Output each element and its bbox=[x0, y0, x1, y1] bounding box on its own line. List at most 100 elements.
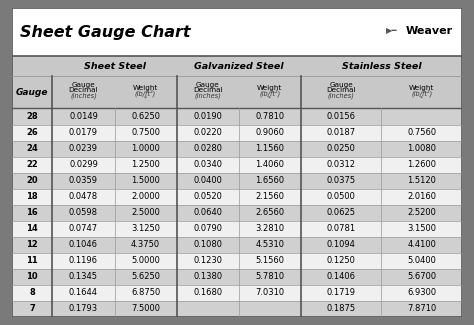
FancyBboxPatch shape bbox=[12, 301, 462, 317]
Text: Weaver: Weaver bbox=[406, 25, 453, 35]
Text: 0.1644: 0.1644 bbox=[69, 288, 98, 297]
Text: 0.0156: 0.0156 bbox=[327, 112, 356, 121]
Text: 5.0400: 5.0400 bbox=[407, 256, 436, 265]
FancyBboxPatch shape bbox=[12, 109, 462, 124]
Text: 4.5310: 4.5310 bbox=[255, 240, 284, 249]
FancyBboxPatch shape bbox=[12, 269, 462, 285]
Text: 2.0000: 2.0000 bbox=[131, 192, 160, 201]
Text: 0.7500: 0.7500 bbox=[131, 128, 160, 137]
FancyBboxPatch shape bbox=[12, 221, 462, 237]
Text: 24: 24 bbox=[26, 144, 38, 153]
Text: 22: 22 bbox=[26, 160, 38, 169]
Text: 16: 16 bbox=[26, 208, 38, 217]
Text: 5.6700: 5.6700 bbox=[407, 272, 436, 281]
Text: 0.0400: 0.0400 bbox=[193, 176, 222, 185]
Text: ▶━: ▶━ bbox=[385, 26, 397, 35]
FancyBboxPatch shape bbox=[12, 253, 462, 269]
Text: 2.1560: 2.1560 bbox=[255, 192, 284, 201]
Text: 0.1793: 0.1793 bbox=[69, 304, 98, 313]
Text: 0.1250: 0.1250 bbox=[327, 256, 356, 265]
Text: 0.7810: 0.7810 bbox=[255, 112, 284, 121]
Text: 2.5000: 2.5000 bbox=[131, 208, 160, 217]
Text: 2.0160: 2.0160 bbox=[407, 192, 436, 201]
Text: 1.6560: 1.6560 bbox=[255, 176, 284, 185]
Text: 0.0149: 0.0149 bbox=[69, 112, 98, 121]
Text: Weight: Weight bbox=[133, 84, 158, 91]
FancyBboxPatch shape bbox=[12, 8, 462, 317]
Text: 3.1250: 3.1250 bbox=[131, 224, 160, 233]
Text: 0.0239: 0.0239 bbox=[69, 144, 98, 153]
Text: 7.5000: 7.5000 bbox=[131, 304, 160, 313]
Text: 28: 28 bbox=[26, 112, 38, 121]
Text: 0.0340: 0.0340 bbox=[193, 160, 222, 169]
Text: 0.1719: 0.1719 bbox=[327, 288, 356, 297]
Text: 5.6250: 5.6250 bbox=[131, 272, 160, 281]
Text: *: * bbox=[420, 95, 423, 100]
Text: Gauge: Gauge bbox=[16, 88, 48, 97]
Text: 0.0790: 0.0790 bbox=[193, 224, 222, 233]
Text: 0.0190: 0.0190 bbox=[193, 112, 222, 121]
Text: 1.2500: 1.2500 bbox=[131, 160, 160, 169]
Text: 0.1196: 0.1196 bbox=[69, 256, 98, 265]
Text: 0.0478: 0.0478 bbox=[69, 192, 98, 201]
Text: 1.5120: 1.5120 bbox=[407, 176, 436, 185]
Text: 0.0500: 0.0500 bbox=[327, 192, 356, 201]
FancyBboxPatch shape bbox=[12, 76, 462, 109]
Text: 0.0187: 0.0187 bbox=[327, 128, 356, 137]
FancyBboxPatch shape bbox=[12, 124, 462, 140]
Text: 0.1046: 0.1046 bbox=[69, 240, 98, 249]
Text: 0.1380: 0.1380 bbox=[193, 272, 222, 281]
Text: 1.1560: 1.1560 bbox=[255, 144, 284, 153]
Text: 0.0747: 0.0747 bbox=[69, 224, 98, 233]
Text: 0.1230: 0.1230 bbox=[193, 256, 222, 265]
FancyBboxPatch shape bbox=[12, 237, 462, 253]
Text: 20: 20 bbox=[26, 176, 38, 185]
Text: 18: 18 bbox=[26, 192, 38, 201]
Text: 1.2600: 1.2600 bbox=[407, 160, 436, 169]
FancyBboxPatch shape bbox=[12, 8, 462, 56]
FancyBboxPatch shape bbox=[12, 157, 462, 173]
Text: 2.5200: 2.5200 bbox=[407, 208, 436, 217]
Text: 0.1680: 0.1680 bbox=[193, 288, 222, 297]
Text: 0.1345: 0.1345 bbox=[69, 272, 98, 281]
Text: 26: 26 bbox=[26, 128, 38, 137]
Text: 3.2810: 3.2810 bbox=[255, 224, 284, 233]
FancyBboxPatch shape bbox=[12, 56, 462, 76]
Text: 0.0280: 0.0280 bbox=[193, 144, 222, 153]
Text: 0.1080: 0.1080 bbox=[193, 240, 222, 249]
Text: *: * bbox=[268, 95, 272, 100]
Text: 3.1500: 3.1500 bbox=[407, 224, 436, 233]
Text: 0.0220: 0.0220 bbox=[193, 128, 222, 137]
Text: 6.9300: 6.9300 bbox=[407, 288, 436, 297]
Text: Weight: Weight bbox=[409, 84, 434, 91]
Text: 4.4100: 4.4100 bbox=[407, 240, 436, 249]
Text: 7: 7 bbox=[29, 304, 35, 313]
Text: 7.8710: 7.8710 bbox=[407, 304, 436, 313]
Text: 0.7560: 0.7560 bbox=[407, 128, 436, 137]
Text: Gauge: Gauge bbox=[72, 83, 95, 88]
Text: Decimal: Decimal bbox=[193, 87, 222, 93]
Text: Sheet Steel: Sheet Steel bbox=[83, 61, 146, 71]
Text: Gauge: Gauge bbox=[329, 83, 353, 88]
Text: Gauge: Gauge bbox=[196, 83, 219, 88]
Text: Weight: Weight bbox=[257, 84, 283, 91]
Text: 0.6250: 0.6250 bbox=[131, 112, 160, 121]
Text: (inches): (inches) bbox=[194, 92, 221, 98]
Text: 5.0000: 5.0000 bbox=[131, 256, 160, 265]
Text: Decimal: Decimal bbox=[69, 87, 98, 93]
Text: 1.0000: 1.0000 bbox=[131, 144, 160, 153]
Text: 0.0359: 0.0359 bbox=[69, 176, 98, 185]
Text: 7.0310: 7.0310 bbox=[255, 288, 284, 297]
Text: 0.1875: 0.1875 bbox=[327, 304, 356, 313]
Text: Galvanized Steel: Galvanized Steel bbox=[194, 61, 283, 71]
Text: 0.0520: 0.0520 bbox=[193, 192, 222, 201]
Text: 0.9060: 0.9060 bbox=[255, 128, 284, 137]
Text: 0.1094: 0.1094 bbox=[327, 240, 356, 249]
Text: 2.6560: 2.6560 bbox=[255, 208, 284, 217]
FancyBboxPatch shape bbox=[12, 140, 462, 157]
Text: 0.0250: 0.0250 bbox=[327, 144, 356, 153]
Text: 0.0598: 0.0598 bbox=[69, 208, 98, 217]
Text: 0.0299: 0.0299 bbox=[69, 160, 98, 169]
Text: 14: 14 bbox=[26, 224, 38, 233]
Text: (inches): (inches) bbox=[328, 92, 355, 98]
